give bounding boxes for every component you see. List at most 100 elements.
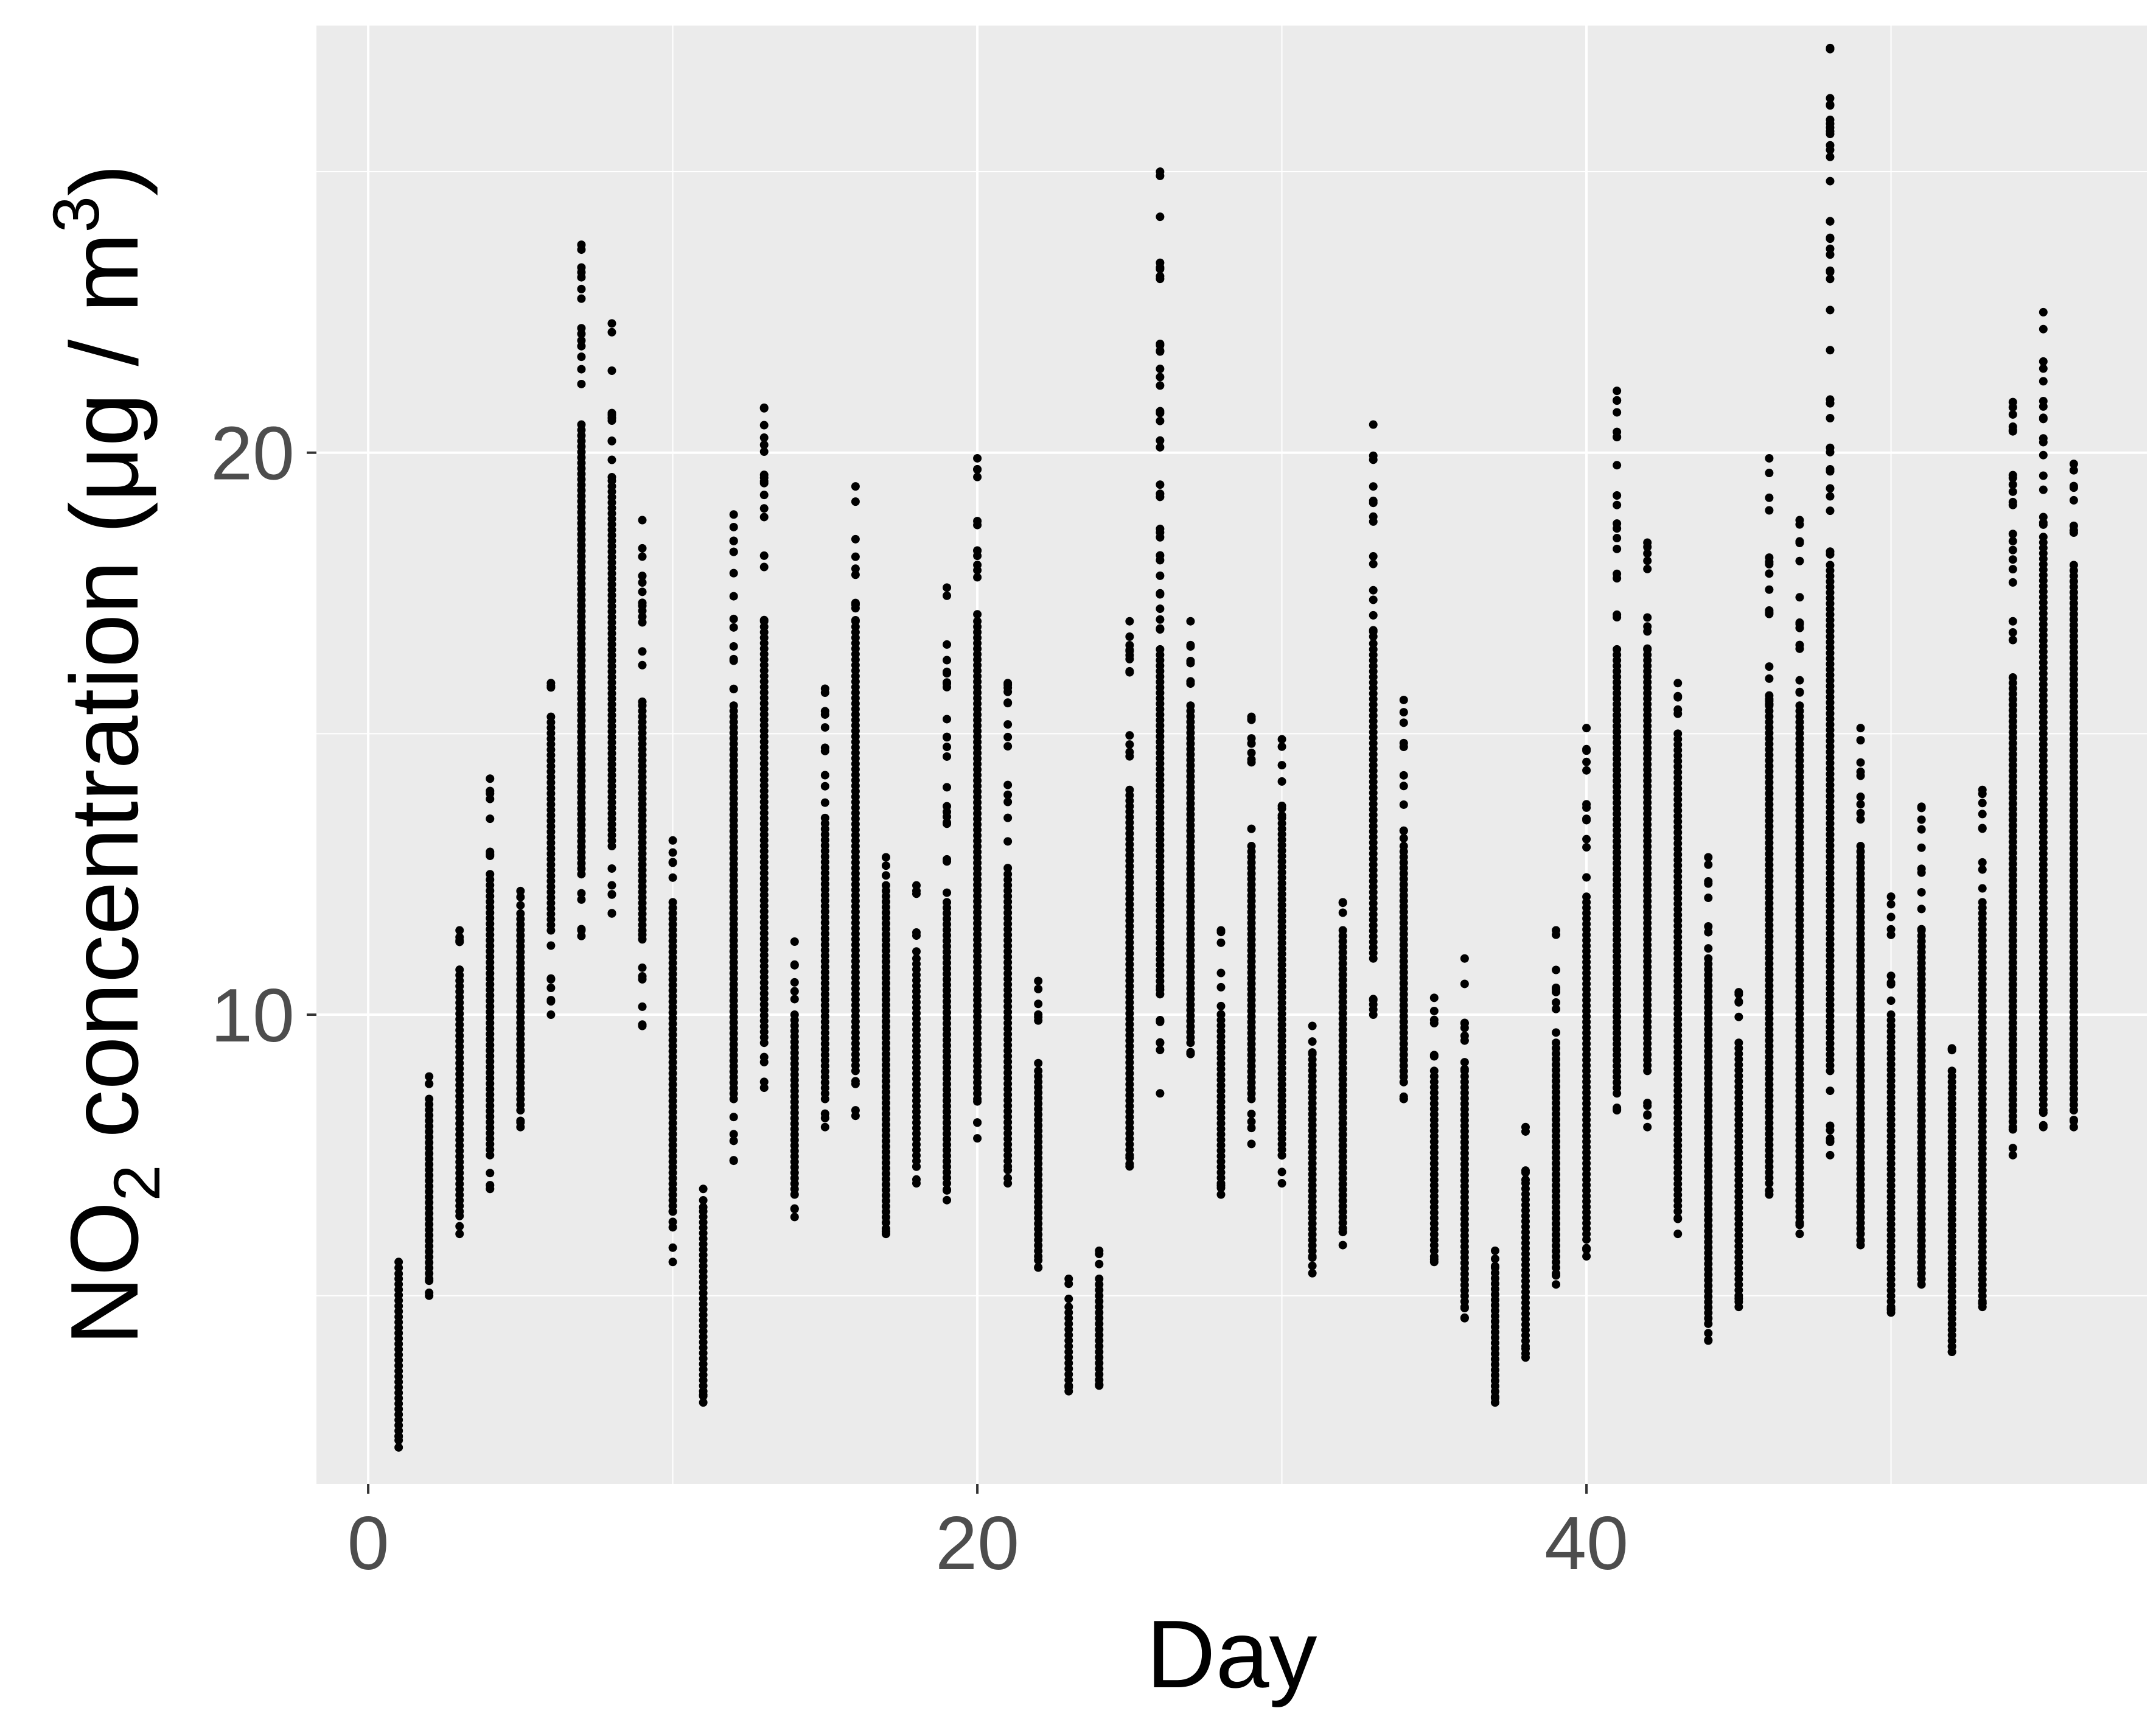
data-point: [790, 1204, 799, 1213]
data-point: [1886, 900, 1896, 909]
data-point: [1582, 724, 1591, 733]
data-point: [1034, 984, 1043, 993]
data-point: [1277, 742, 1286, 751]
data-point: [455, 965, 464, 974]
data-point: [1582, 892, 1591, 901]
day-25-points: [1125, 617, 1134, 1171]
data-point: [1643, 644, 1652, 653]
x-tick-label: 40: [1544, 1502, 1628, 1586]
data-point: [668, 1217, 677, 1226]
data-point: [1826, 244, 1835, 253]
data-point: [699, 1203, 708, 1212]
data-point: [607, 366, 616, 376]
data-point: [1247, 1117, 1256, 1126]
x-tick-label: 0: [347, 1502, 389, 1586]
data-point: [2008, 555, 2017, 564]
data-point: [1399, 771, 1408, 780]
data-point: [2039, 397, 2048, 406]
data-point: [1399, 782, 1408, 791]
data-point: [1613, 491, 1622, 500]
data-point: [1613, 396, 1622, 405]
data-point: [577, 352, 586, 362]
data-point: [1582, 842, 1591, 852]
data-point: [1064, 1387, 1073, 1396]
data-point: [1277, 802, 1286, 811]
data-point: [2069, 1122, 2078, 1132]
data-point: [668, 858, 677, 867]
data-point: [1216, 1001, 1226, 1010]
data-point: [1856, 1240, 1865, 1250]
data-point: [1886, 892, 1896, 901]
data-point: [790, 1010, 799, 1020]
data-point: [759, 551, 769, 560]
data-point: [1856, 793, 1865, 802]
data-point: [1582, 757, 1591, 766]
data-point: [1582, 873, 1591, 882]
data-point: [1704, 922, 1713, 931]
data-point: [1338, 1240, 1347, 1250]
data-point: [699, 1398, 708, 1407]
data-point: [1765, 662, 1774, 671]
day-49-points: [1856, 724, 1865, 1250]
data-point: [1277, 777, 1286, 786]
data-point: [1673, 1214, 1683, 1223]
data-point: [1156, 365, 1165, 374]
data-point: [729, 701, 738, 710]
data-point: [486, 850, 495, 859]
data-point: [851, 600, 860, 609]
day-10-points: [668, 836, 677, 1267]
data-point: [1308, 1048, 1317, 1057]
data-point: [638, 935, 647, 944]
data-point: [486, 1169, 495, 1178]
data-point: [1917, 815, 1926, 824]
data-point: [1765, 674, 1774, 683]
data-point: [1795, 1219, 1804, 1228]
data-point: [851, 570, 860, 579]
day-22-points: [1034, 976, 1043, 1272]
data-point: [820, 710, 829, 719]
day-6-points: [546, 679, 556, 1020]
data-point: [1034, 1058, 1043, 1068]
data-point: [790, 995, 799, 1004]
data-point: [912, 1179, 921, 1188]
data-point: [1886, 1010, 1896, 1020]
data-point: [973, 610, 982, 619]
data-point: [943, 857, 952, 866]
data-point: [1277, 735, 1286, 744]
data-point: [638, 647, 647, 656]
data-point: [1308, 1021, 1317, 1030]
day-54-points: [2008, 397, 2017, 1160]
data-point: [1003, 687, 1013, 696]
data-point: [455, 1222, 464, 1231]
data-point: [1704, 944, 1713, 953]
data-point: [1095, 1246, 1104, 1255]
data-point: [943, 591, 952, 600]
day-51-points: [1917, 802, 1926, 1289]
data-point: [1947, 1348, 1956, 1357]
data-point: [820, 771, 829, 780]
data-point: [1826, 217, 1835, 226]
data-point: [1429, 1006, 1439, 1015]
data-point: [820, 798, 829, 807]
day-15-points: [820, 684, 829, 1132]
data-point: [729, 642, 738, 651]
data-point: [1734, 997, 1743, 1006]
day-48-points: [1826, 43, 1835, 1160]
data-point: [1156, 524, 1165, 533]
data-point: [1917, 925, 1926, 934]
data-point: [607, 327, 616, 337]
data-point: [2069, 561, 2078, 570]
data-point: [943, 678, 952, 687]
data-point: [790, 960, 799, 969]
data-point: [2039, 434, 2048, 443]
data-point: [1369, 627, 1378, 636]
data-point: [1978, 1303, 1987, 1312]
day-13-points: [759, 403, 769, 1093]
day-17-points: [881, 853, 890, 1239]
data-point: [394, 1258, 403, 1267]
y-axis-title-subscript: 2: [100, 1164, 173, 1201]
data-point: [1917, 802, 1926, 811]
data-point: [1429, 1066, 1439, 1076]
data-point: [1247, 824, 1256, 833]
data-point: [455, 1230, 464, 1239]
